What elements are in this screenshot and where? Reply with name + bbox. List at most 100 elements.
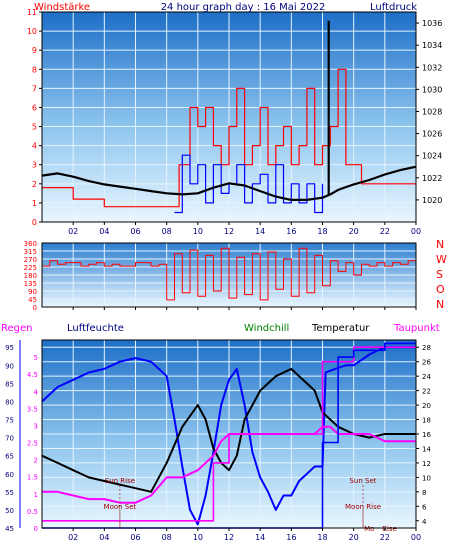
y-temp-tick-label: 24 — [422, 373, 431, 381]
y-humidity-tick-label: 60 — [5, 471, 14, 479]
x-tick-label: 10 — [193, 533, 203, 542]
y-right-tick-label: 1030 — [422, 85, 442, 94]
y-temp-tick-label: 8 — [422, 489, 426, 497]
astronomy-label: Mo — [364, 525, 374, 533]
y-left-tick-label: 2 — [32, 180, 37, 189]
direction-tick-label: 270 — [24, 256, 37, 264]
astronomy-label: Moon Rise — [345, 503, 381, 511]
direction-tick-label: 135 — [24, 280, 37, 288]
x-tick-label: 18 — [317, 227, 327, 236]
y-temp-tick-label: 28 — [422, 344, 431, 352]
y-humidity-tick-label: 65 — [5, 453, 14, 461]
x-tick-label: 00 — [411, 227, 421, 236]
temperature-label: Temperatur — [311, 323, 370, 334]
y-temp-tick-label: 6 — [422, 503, 427, 511]
y-humidity-tick-label: 75 — [5, 417, 14, 425]
y-left-tick-label: 9 — [32, 46, 37, 55]
x-tick-label: 22 — [380, 227, 390, 236]
direction-tick-label: 360 — [24, 240, 37, 248]
astronomy-label: Sun Set — [349, 477, 376, 485]
y-temp-tick-label: 20 — [422, 402, 431, 410]
y-rain-tick-label: 3 — [34, 422, 38, 430]
x-tick-label: 16 — [286, 533, 296, 542]
y-rain-tick-label: 0.5 — [27, 508, 38, 516]
x-tick-label: 18 — [317, 533, 327, 542]
y-left-tick-label: 0 — [32, 218, 37, 227]
y-temp-tick-label: 16 — [422, 431, 431, 439]
rain-label: Regen — [1, 323, 33, 334]
y-rain-tick-label: 4 — [34, 388, 39, 396]
y-rain-tick-label: 0 — [34, 525, 38, 533]
x-tick-label: 12 — [224, 227, 234, 236]
x-tick-label: 20 — [349, 533, 359, 542]
x-tick-label: 10 — [193, 227, 203, 236]
y-left-tick-label: 3 — [32, 161, 37, 170]
x-tick-label: 04 — [99, 533, 109, 542]
wind-pressure-series — [41, 20, 417, 214]
astronomy-label: Rise — [382, 525, 397, 533]
direction-tick-label: 225 — [24, 264, 37, 272]
pressure-label: Luftdruck — [370, 2, 417, 13]
y-left-tick-label: 7 — [32, 84, 37, 93]
dewpoint-label: Taupunkt — [393, 323, 440, 334]
y-rain-tick-label: 2 — [34, 457, 38, 465]
astronomy-annotations: Sun Rise Moon Set Sun Set Moon Rise Mo Rise — [104, 477, 397, 533]
series-blue-hum — [41, 346, 416, 526]
y-left-tick-label: 8 — [32, 65, 37, 74]
x-tick-label: 00 — [411, 533, 421, 542]
windchill-label: Windchill — [244, 323, 289, 334]
temperature-humidity-series — [41, 342, 416, 529]
direction-line — [42, 247, 417, 301]
y-humidity-tick-label: 55 — [5, 489, 14, 497]
y-right-tick-label: 1036 — [422, 19, 442, 28]
wind-strength-label: Windstärke — [34, 2, 90, 13]
direction-tick-label: 315 — [24, 248, 37, 256]
series-red-line — [42, 68, 416, 208]
y-temp-tick-label: 12 — [422, 460, 431, 468]
direction-tick-label: 90 — [28, 288, 37, 296]
x-tick-label: 06 — [130, 227, 140, 236]
wind-direction-series — [42, 247, 417, 301]
y-humidity-tick-label: 70 — [5, 435, 14, 443]
y-rain-tick-label: 1.5 — [27, 474, 38, 482]
x-tick-label: 04 — [99, 227, 109, 236]
series-black-line — [41, 165, 417, 201]
y-humidity-tick-label: 45 — [5, 525, 14, 533]
x-tick-label: 14 — [255, 533, 265, 542]
x-tick-label: 08 — [162, 533, 172, 542]
y-temp-tick-label: 18 — [422, 417, 431, 425]
y-humidity-tick-label: 90 — [5, 362, 14, 370]
wind-panel-axes: 0123456789101110201022102410261028103010… — [27, 8, 443, 236]
x-tick-label: 20 — [349, 227, 359, 236]
x-tick-label: 16 — [286, 227, 296, 236]
y-left-tick-label: 1 — [32, 199, 37, 208]
y-left-tick-label: 4 — [32, 142, 37, 151]
y-temp-tick-label: 22 — [422, 388, 431, 396]
x-tick-label: 14 — [255, 227, 265, 236]
y-rain-tick-label: 1 — [34, 491, 38, 499]
y-humidity-tick-label: 95 — [5, 344, 14, 352]
astronomy-label: Moon Set — [104, 503, 137, 511]
astronomy-label: Sun Rise — [105, 477, 135, 485]
direction-tick-label: 45 — [28, 296, 37, 304]
x-tick-label: 08 — [162, 227, 172, 236]
series-blue-line — [174, 154, 324, 214]
series-blue-regen — [42, 342, 416, 529]
y-left-tick-label: 10 — [27, 27, 37, 36]
y-rain-tick-label: 3.5 — [27, 405, 38, 413]
y-temp-tick-label: 26 — [422, 359, 431, 367]
series-black-temp — [41, 367, 416, 493]
y-left-tick-label: 11 — [27, 8, 37, 17]
direction-tick-label: 0 — [33, 304, 37, 312]
y-humidity-tick-label: 50 — [5, 507, 14, 515]
y-right-tick-label: 1034 — [422, 41, 442, 50]
temperature-panel-axes: 4 6 8 10 12 14 16 18 20 22 24 26 28 0 0.5 1 1.5 2 2.5 3 3.5 4… — [5, 340, 431, 542]
direction-tick-label: 180 — [24, 272, 37, 280]
y-left-tick-label: 6 — [32, 103, 37, 112]
y-right-tick-label: 1024 — [422, 152, 442, 161]
compass-label: S — [436, 268, 443, 281]
x-tick-label: 02 — [68, 533, 78, 542]
x-tick-label: 22 — [380, 533, 390, 542]
